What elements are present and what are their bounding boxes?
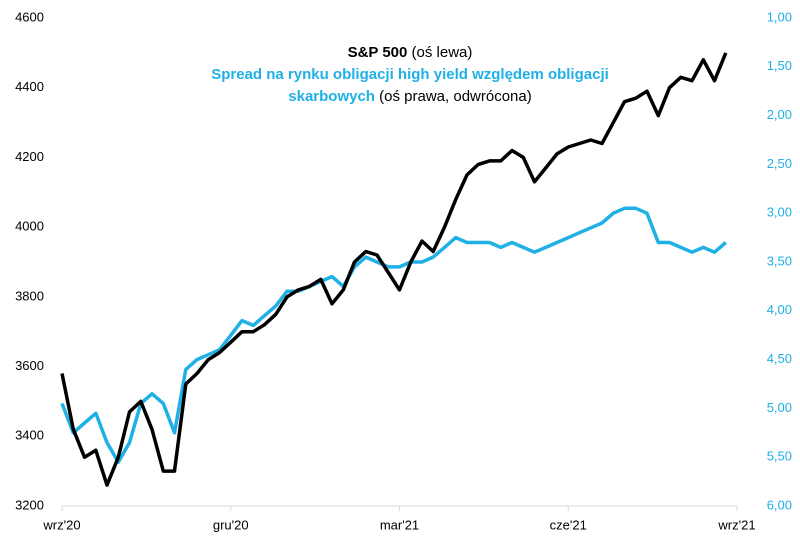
x-tick-label: mar'21	[380, 517, 419, 532]
y-tick-label: 3600	[15, 358, 44, 373]
legend-entry: Spread na rynku obligacji high yield wzg…	[190, 64, 630, 108]
series-line	[60, 52, 728, 487]
legend-entry: S&P 500 (oś lewa)	[190, 42, 630, 64]
series-line	[60, 206, 727, 464]
y2-tick-label: 5,50	[767, 449, 792, 464]
y2-tick-label: 5,00	[767, 400, 792, 415]
y-tick-label: 3200	[15, 497, 44, 512]
y2-tick-label: 6,00	[767, 497, 792, 512]
y2-tick-label: 2,00	[767, 107, 792, 122]
y-tick-label: 3400	[15, 428, 44, 443]
x-tick-label: wrz'20	[42, 517, 80, 532]
x-tick-label: gru'20	[213, 517, 249, 532]
legend-label: S&P 500	[347, 44, 408, 61]
y2-tick-label: 3,00	[767, 205, 792, 220]
annotation: (oś lewa)	[411, 44, 473, 61]
y2-tick-label: 1,00	[767, 9, 792, 24]
y2-tick-label: 4,50	[767, 351, 792, 366]
y2-tick-label: 4,00	[767, 302, 792, 317]
legend-label: Spread na rynku obligacji high yield wzg…	[211, 66, 609, 105]
y-tick-label: 4400	[15, 79, 44, 94]
x-tick-label: cze'21	[550, 517, 587, 532]
legend: S&P 500 (oś lewa) Spread na rynku obliga…	[190, 42, 630, 108]
y2-tick-label: 1,50	[767, 58, 792, 73]
y-tick-label: 4000	[15, 219, 44, 234]
y-tick-label: 4200	[15, 149, 44, 164]
annotation: (oś prawa, odwrócona)	[379, 88, 532, 105]
y-tick-label: 4600	[15, 9, 44, 24]
x-tick-label: wrz'21	[717, 517, 755, 532]
y-tick-label: 3800	[15, 288, 44, 303]
y2-tick-label: 2,50	[767, 156, 792, 171]
y2-tick-label: 3,50	[767, 253, 792, 268]
